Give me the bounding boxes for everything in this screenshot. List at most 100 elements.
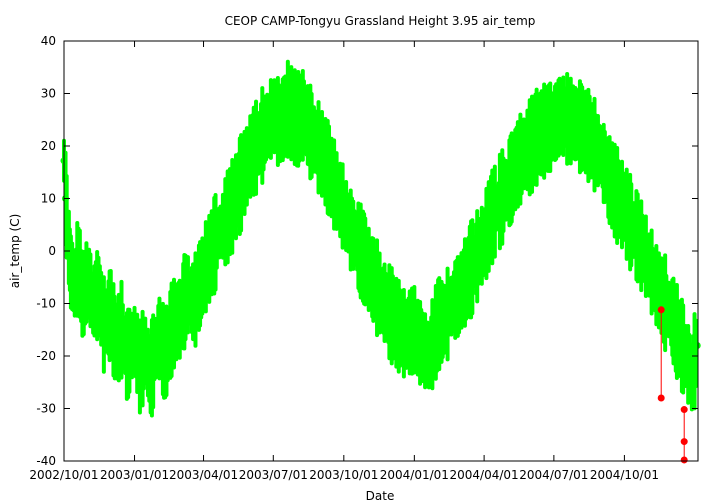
data-point-42 [331,184,339,192]
data-point-4 [71,281,79,289]
data-point-25 [200,268,208,276]
data-point-57 [449,300,457,307]
data-point-62 [487,216,495,223]
x-tick-label: 2003/07/01 [239,468,308,482]
x-axis-label: Date [366,489,395,503]
data-point-18 [147,370,155,378]
data-point-60 [471,258,479,265]
data-point-50 [393,321,401,328]
data-point-34 [269,111,277,118]
y-tick-label: 10 [41,192,56,206]
data-point-46 [364,263,372,271]
data-point-31 [246,153,254,160]
data-point-56 [441,315,449,323]
y-tick-label: 20 [41,139,56,153]
data-point-22 [176,315,184,323]
data-point-41 [324,163,332,171]
data-point-64 [503,184,511,192]
red-data-series [657,306,688,464]
data-point-20 [161,352,169,360]
green-data-cloud [60,59,701,418]
data-point-51 [401,331,409,339]
data-point-26 [206,252,214,260]
flagged-point-2 [680,406,688,414]
data-point-49 [387,310,395,318]
data-point-85 [667,310,675,318]
data-point-81 [635,237,643,244]
flagged-point-0 [657,306,665,314]
x-tick-label: 2002/10/01 [29,468,98,482]
data-point-45 [354,242,362,250]
x-tick-label: 2003/01/01 [100,468,169,482]
data-point-2 [64,231,72,239]
flagged-point-1 [657,394,665,402]
data-point-29 [229,200,237,208]
data-point-77 [604,174,612,181]
data-point-30 [237,179,245,187]
x-tick-label: 2004/07/01 [519,468,588,482]
data-point-71 [557,111,565,118]
data-point-70 [550,121,558,129]
data-point-32 [253,142,261,150]
data-point-79 [620,205,628,213]
data-point-47 [370,279,378,286]
y-tick-label: 30 [41,87,56,101]
data-point-11 [107,310,115,318]
flagged-point-4 [680,456,688,464]
data-point-9 [94,289,102,297]
data-point-53 [417,342,425,349]
y-tick-label: -20 [36,349,56,363]
data-point-87 [682,352,690,360]
data-point-6 [78,294,86,302]
data-point-3 [67,268,75,276]
data-point-8 [89,300,97,307]
data-point-35 [276,121,284,129]
data-point-5 [75,258,83,265]
data-point-86 [674,331,682,339]
y-tick-label: -30 [36,402,56,416]
data-point-76 [597,153,605,160]
data-point-54 [425,352,433,360]
data-point-59 [463,273,471,281]
data-point-40 [317,147,325,155]
data-point-75 [588,137,596,145]
data-point-28 [223,216,231,223]
data-point-61 [480,237,488,244]
data-point-39 [308,132,316,139]
data-point-83 [651,279,659,286]
flagged-point-3 [680,438,688,446]
data-point-84 [659,294,667,302]
data-point-69 [541,126,549,134]
data-point-89 [693,342,701,349]
y-tick-label: 40 [41,34,56,48]
data-point-72 [564,116,572,124]
data-point-88 [688,373,696,381]
data-point-73 [574,121,582,129]
data-point-74 [581,126,589,134]
data-point-52 [410,326,418,334]
chart-title: CEOP CAMP-Tongyu Grassland Height 3.95 a… [225,14,536,28]
data-point-10 [100,321,108,328]
data-point-16 [136,363,144,370]
data-point-17 [141,347,149,355]
x-axis: 2002/10/01 2003/01/01 2003/04/01 2003/07/01… [29,41,659,482]
data-point-65 [510,168,518,176]
data-point-68 [534,132,542,139]
x-tick-label: 2004/01/01 [380,468,449,482]
data-point-13 [117,326,125,334]
data-point-82 [644,258,652,265]
data-point-36 [284,105,292,113]
data-point-7 [84,273,92,281]
data-point-48 [378,294,386,302]
data-point-55 [434,321,442,328]
data-point-27 [214,231,222,239]
x-tick-label: 2004/10/01 [590,468,659,482]
data-point-33 [261,126,269,134]
data-point-80 [627,221,635,229]
plot-frame [63,40,699,462]
data-point-63 [495,200,503,208]
data-point-58 [456,289,464,297]
data-point-21 [169,321,177,328]
data-point-24 [190,300,198,307]
